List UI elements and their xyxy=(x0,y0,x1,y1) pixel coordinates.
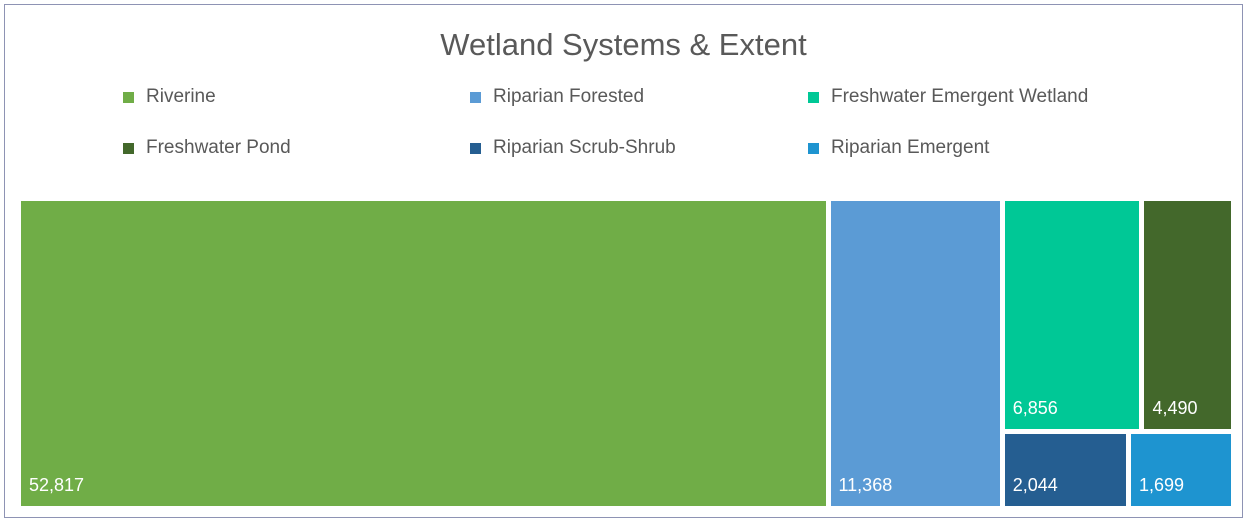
legend-label: Freshwater Pond xyxy=(146,137,291,158)
legend-swatch xyxy=(123,142,134,154)
data-label: 6,856 xyxy=(1012,398,1058,419)
chart-title: Wetland Systems & Extent xyxy=(440,27,807,62)
data-label: 11,368 xyxy=(838,475,893,495)
tile-riparian-emergent: 1,699 xyxy=(1131,434,1231,506)
legend-item: Riparian Forested xyxy=(470,86,644,108)
legend-item: Riverine xyxy=(123,86,216,108)
legend-swatch xyxy=(470,91,481,103)
legend-label: Riparian Forested xyxy=(493,86,645,107)
legend-swatch xyxy=(808,91,819,103)
legend-swatch xyxy=(808,142,819,154)
legend-label: Riverine xyxy=(146,86,216,107)
legend-label: Riparian Scrub-Shrub xyxy=(493,137,676,158)
tile-riparian-forested: 11,368 xyxy=(830,201,1000,506)
legend-label: Riparian Emergent xyxy=(831,137,990,158)
legend-swatch xyxy=(470,142,481,154)
data-label: 52,817 xyxy=(29,475,85,495)
legend-item: Riparian Scrub-Shrub xyxy=(470,137,676,159)
tile-riverine: 52,817 xyxy=(21,201,826,506)
chart-frame: Wetland Systems & Extent Riverine Riparia… xyxy=(4,4,1243,518)
tile-freshwater-emergent-wetland: 6,856 xyxy=(1004,201,1140,430)
tile-freshwater-pond: 4,490 xyxy=(1144,201,1231,430)
data-label: 1,699 xyxy=(1139,474,1185,495)
legend-label: Freshwater Emergent Wetland xyxy=(831,86,1089,107)
tile-riparian-scrub-shrub: 2,044 xyxy=(1004,434,1127,506)
data-label: 4,490 xyxy=(1152,398,1198,419)
data-label: 2,044 xyxy=(1012,474,1058,495)
legend-item: Freshwater Emergent Wetland xyxy=(808,86,1088,108)
legend-swatch xyxy=(123,91,134,103)
legend-item: Riparian Emergent xyxy=(808,137,989,159)
legend-item: Freshwater Pond xyxy=(123,137,291,159)
